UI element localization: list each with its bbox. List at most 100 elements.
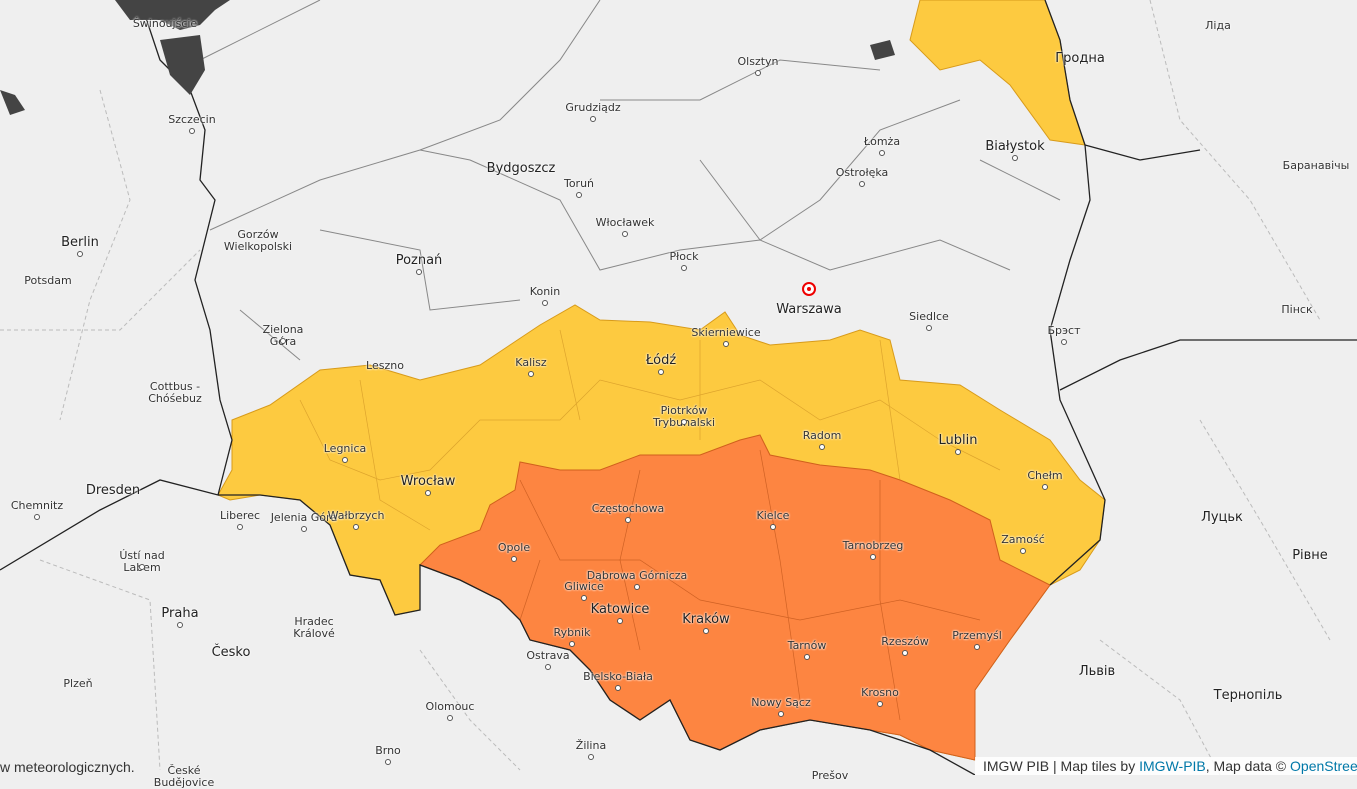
city-label: Dąbrowa Górnicza: [586, 569, 688, 582]
city-label: Toruń: [563, 177, 595, 190]
city-dot: [755, 70, 761, 76]
city-dot: [342, 457, 348, 463]
city-label: Legnica: [323, 442, 367, 455]
city-dot: [723, 341, 729, 347]
city-label: Lublin: [938, 433, 978, 448]
city-label: Szczecin: [168, 113, 216, 126]
city-label: Пінск: [1281, 303, 1313, 316]
city-dot: [778, 711, 784, 717]
city-dot: [590, 116, 596, 122]
attribution-mid: , Map data ©: [1205, 758, 1291, 774]
city-label: Warszawa: [776, 302, 842, 317]
city-label: Praha: [161, 606, 199, 621]
city-label: Brno: [375, 744, 401, 757]
city-label: Konin: [529, 285, 561, 298]
city-dot: [581, 595, 587, 601]
city-dot: [770, 524, 776, 530]
city-label: Olomouc: [425, 700, 475, 713]
city-label: Žilina: [575, 739, 607, 752]
city-dot: [974, 644, 980, 650]
city-dot: [870, 554, 876, 560]
city-dot: [703, 628, 709, 634]
city-dot: [902, 650, 908, 656]
city-label: Tarnów: [787, 639, 827, 652]
city-label: Berlin: [61, 235, 99, 250]
city-dot: [634, 584, 640, 590]
city-dot: [588, 754, 594, 760]
city-dot: [416, 269, 422, 275]
city-label: Chełm: [1027, 469, 1063, 482]
city-dot: [425, 490, 431, 496]
county-borders-orange: [519, 449, 981, 721]
city-dot: [625, 517, 631, 523]
city-label: Piotrków Trybunalski: [653, 404, 715, 429]
city-label: Ústí nad Labem: [119, 549, 165, 574]
capital-marker[interactable]: [802, 282, 816, 296]
city-label: Skierniewice: [691, 326, 761, 339]
city-dot: [528, 371, 534, 377]
city-label: Брэст: [1047, 324, 1081, 337]
city-label: Płock: [669, 250, 699, 263]
regional-borders: [0, 0, 1331, 775]
city-dot: [617, 618, 623, 624]
city-label: Rybnik: [553, 626, 591, 639]
warning-area-level-2-northeast[interactable]: [909, 0, 1086, 146]
city-label: Ostrava: [526, 649, 570, 662]
city-label: Łódź: [645, 353, 677, 368]
city-label: Białystok: [985, 139, 1045, 154]
city-dot: [353, 524, 359, 530]
imgw-pib-link[interactable]: IMGW-PIB: [1139, 758, 1206, 774]
city-dot: [447, 715, 453, 721]
city-label: Cottbus - Chóśebuz: [148, 380, 202, 405]
city-label: Bielsko-Biała: [583, 670, 653, 683]
city-dot: [804, 654, 810, 660]
city-label: Kraków: [682, 612, 730, 627]
city-dot: [859, 181, 865, 187]
city-label: Olsztyn: [737, 55, 779, 68]
city-label: Rzeszów: [881, 635, 929, 648]
city-dot: [385, 759, 391, 765]
city-dot: [1042, 484, 1048, 490]
city-label: České Budějovice: [153, 764, 215, 789]
openstreetmap-link[interactable]: OpenStreetMap: [1290, 758, 1357, 774]
city-dot: [34, 514, 40, 520]
city-dot: [658, 369, 664, 375]
city-label: Prešov: [811, 769, 849, 782]
city-dot: [545, 664, 551, 670]
city-label: Przemyśl: [952, 629, 1002, 642]
city-label: Wrocław: [400, 474, 456, 489]
city-label: Bydgoszcz: [486, 161, 556, 176]
city-label: Hradec Králové: [293, 615, 335, 640]
city-label: Jelenia Góra: [270, 511, 338, 524]
city-dot: [237, 524, 243, 530]
city-dot: [879, 150, 885, 156]
county-borders: [299, 329, 1001, 531]
city-label: Gorzów Wielkopolski: [223, 228, 293, 253]
city-label: Zielona Góra: [262, 323, 304, 348]
city-label: Wałbrzych: [327, 509, 385, 522]
city-dot: [877, 701, 883, 707]
city-label: Opole: [497, 541, 531, 554]
city-label: Włocławek: [595, 216, 655, 229]
city-label: Grudziądz: [565, 101, 621, 114]
city-label: Kalisz: [515, 356, 547, 369]
city-label: Gliwice: [564, 580, 604, 593]
city-dot: [1061, 339, 1067, 345]
city-label: Рівне: [1292, 548, 1328, 563]
city-dot: [139, 564, 145, 570]
city-dot: [955, 449, 961, 455]
city-dot: [926, 325, 932, 331]
city-label: Poznań: [395, 253, 443, 268]
city-label: Ostrołęka: [835, 166, 889, 179]
city-label: Луцьк: [1201, 510, 1243, 525]
city-label: Тернопіль: [1213, 688, 1283, 703]
city-label: Лiда: [1205, 19, 1231, 32]
city-dot: [177, 622, 183, 628]
city-dot: [576, 192, 582, 198]
city-label: Świnoujście: [132, 17, 198, 30]
city-label: Zamość: [1001, 533, 1045, 546]
city-label: Liberec: [219, 509, 261, 522]
city-label: Częstochowa: [591, 502, 665, 515]
